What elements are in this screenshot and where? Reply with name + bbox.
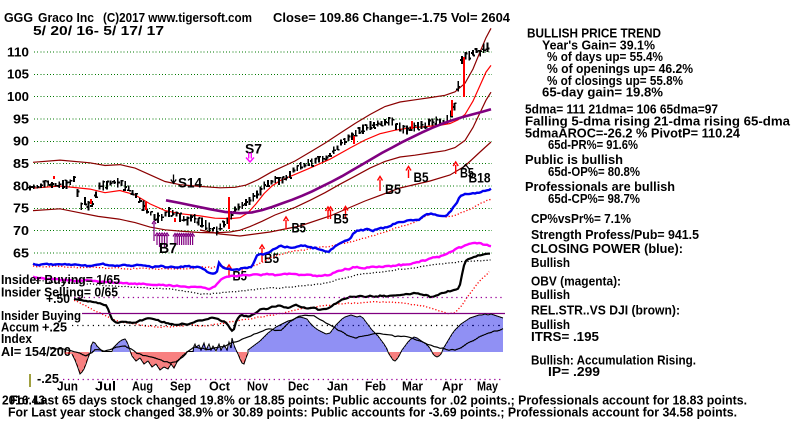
svg-text:Nov: Nov (247, 379, 269, 394)
svg-text:+.25: +.25 (42, 320, 67, 335)
svg-text:S14: S14 (178, 175, 202, 191)
svg-text:CLOSING POWER (blue):: CLOSING POWER (blue): (531, 241, 683, 256)
svg-text:B5: B5 (334, 211, 349, 227)
svg-text:AI= 154/200: AI= 154/200 (1, 344, 71, 359)
svg-text:For Last 65 days stock changed: For Last 65 days stock changed 19.8% or … (10, 393, 747, 408)
svg-text:Graco Inc: Graco Inc (38, 10, 94, 25)
svg-text:ITRS= .195: ITRS= .195 (531, 329, 599, 344)
svg-text:2016.43: 2016.43 (2, 393, 45, 408)
svg-text:B5: B5 (292, 220, 307, 236)
svg-text:Public is bullish: Public is bullish (525, 152, 623, 167)
svg-text:Accum: Accum (1, 320, 39, 335)
svg-text:-.25: -.25 (37, 371, 59, 386)
svg-text:65: 65 (13, 245, 29, 260)
svg-text:75: 75 (13, 201, 29, 216)
svg-text:(C)2017 www.tigersoft.com: (C)2017 www.tigersoft.com (103, 10, 252, 25)
svg-text:For Last year stock changed 3: For Last year stock changed 38.9% or 30.… (8, 405, 737, 420)
svg-text:Bullish: Bullish (531, 317, 570, 332)
svg-text:% of closings up= 55.8%: % of closings up= 55.8% (547, 73, 683, 88)
svg-text:% of openings up= 46.2%: % of openings up= 46.2% (547, 61, 693, 76)
svg-text:Falling 5-dma rising 21-dma: Falling 5-dma rising 21-dma rising 65-dm… (525, 114, 791, 129)
svg-text:65d-PR%= 91.6%: 65d-PR%= 91.6% (548, 137, 638, 152)
svg-text:100: 100 (7, 89, 29, 104)
svg-text:Apr: Apr (442, 379, 463, 394)
svg-text:Insider Buying: Insider Buying (1, 308, 81, 323)
svg-text:5dmaAROC=-26.2 % PivotP= 110.: 5dmaAROC=-26.2 % PivotP= 110.24 (525, 126, 741, 141)
svg-text:5dma= 111 21dma= 106 65dma=97: 5dma= 111 21dma= 106 65dma=97 (525, 102, 718, 117)
svg-text:REL.STR..VS DJI (brown):: REL.STR..VS DJI (brown): (531, 303, 680, 318)
svg-text:65d-CP%= 98.7%: 65d-CP%= 98.7% (548, 191, 640, 206)
svg-text:Close= 109.86 Change=-1.75 V: Close= 109.86 Change=-1.75 Vol= 2604 (273, 10, 511, 25)
svg-text:110: 110 (7, 44, 29, 59)
svg-text:Year's Gain= 39.1%: Year's Gain= 39.1% (542, 38, 655, 53)
svg-text:Bullish: Bullish (531, 255, 570, 270)
svg-text:B5: B5 (414, 169, 429, 185)
svg-text:B18: B18 (469, 170, 491, 186)
svg-text:% of days up= 55.4%: % of days up= 55.4% (547, 49, 663, 64)
svg-text:B5: B5 (460, 165, 474, 181)
svg-text:Dec: Dec (288, 379, 309, 394)
svg-text:B7: B7 (159, 241, 177, 257)
svg-text:BULLISH PRICE TREND: BULLISH PRICE TREND (527, 26, 661, 41)
svg-text:+.50: +.50 (46, 291, 70, 306)
svg-text:85: 85 (13, 156, 29, 171)
svg-text:IP= .299: IP= .299 (548, 364, 600, 379)
svg-text:OBV (magenta):: OBV (magenta): (531, 274, 621, 289)
svg-text:95: 95 (13, 111, 29, 126)
svg-text:Feb: Feb (365, 379, 386, 394)
svg-text:65d-OP%= 80.8%: 65d-OP%= 80.8% (548, 164, 640, 179)
svg-text:Jul: Jul (95, 379, 116, 394)
svg-text:May: May (477, 379, 499, 394)
svg-text:80: 80 (13, 178, 29, 193)
svg-text:GGG: GGG (4, 10, 33, 25)
svg-text:65-day gain= 19.8%: 65-day gain= 19.8% (542, 85, 663, 100)
svg-text:105: 105 (7, 67, 29, 82)
svg-text:70: 70 (13, 223, 29, 238)
svg-text:Insider Selling= 0/65: Insider Selling= 0/65 (1, 285, 118, 300)
svg-text:5/ 20/ 16- 5/ 17/ 17: 5/ 20/ 16- 5/ 17/ 17 (33, 23, 164, 38)
svg-text:Insider Buying= 1/65: Insider Buying= 1/65 (1, 272, 120, 287)
svg-text:Bullish: Accumulation Rising.: Bullish: Accumulation Rising. (531, 353, 696, 368)
svg-text:Professionals are bullish: Professionals are bullish (525, 179, 675, 194)
svg-text:Jan: Jan (327, 379, 348, 394)
svg-text:Mar: Mar (402, 379, 423, 394)
svg-text:90: 90 (13, 134, 29, 149)
svg-text:Aug: Aug (132, 379, 153, 394)
svg-text:B5: B5 (385, 181, 401, 197)
svg-text:Sep: Sep (170, 379, 191, 394)
svg-text:Oct: Oct (209, 379, 231, 394)
svg-text:Bullish: Bullish (531, 287, 570, 302)
svg-text:Index: Index (1, 331, 33, 346)
svg-text:Strength Profess/Pub= 941.5: Strength Profess/Pub= 941.5 (531, 227, 699, 242)
svg-text:Jun: Jun (57, 379, 78, 394)
svg-text:S7: S7 (245, 141, 262, 157)
svg-text:CP%vsPr%= 7.1%: CP%vsPr%= 7.1% (531, 211, 631, 226)
